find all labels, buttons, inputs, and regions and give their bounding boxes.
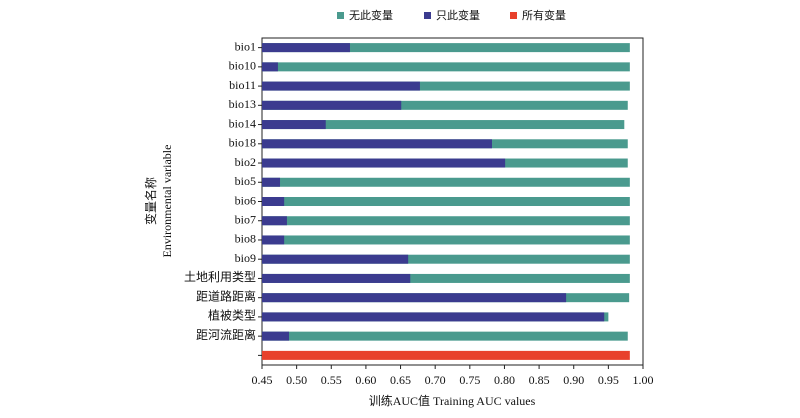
legend-swatch	[337, 12, 344, 19]
y-tick-label: 土地利用类型	[184, 270, 256, 284]
x-tick-label: 1.00	[633, 373, 654, 387]
bar	[262, 177, 630, 187]
bar	[262, 62, 278, 72]
bar	[262, 273, 630, 283]
x-tick-label: 0.75	[459, 373, 480, 387]
x-tick-label: 0.70	[425, 373, 446, 387]
bar	[262, 331, 290, 341]
x-tick-label: 0.60	[355, 373, 376, 387]
x-axis-label: 训练AUC值 Training AUC values	[369, 393, 536, 408]
bar	[262, 331, 628, 341]
bar	[262, 254, 630, 264]
y-tick-label: bio2	[235, 155, 256, 169]
y-tick-label: bio18	[229, 136, 256, 150]
bar	[262, 293, 567, 303]
y-tick-label: bio8	[235, 232, 256, 246]
x-tick-label: 0.55	[321, 373, 342, 387]
y-tick-label: 距河流距离	[196, 327, 256, 342]
bar	[262, 273, 411, 283]
bar	[262, 216, 287, 226]
bar	[262, 62, 630, 72]
x-tick-label: 0.65	[390, 373, 411, 387]
bar	[262, 43, 630, 53]
y-tick-label: bio5	[235, 174, 256, 188]
bar	[262, 254, 409, 264]
bar	[262, 100, 402, 110]
bar	[262, 235, 285, 245]
y-axis-label: 变量名称	[143, 177, 158, 225]
bar	[262, 350, 630, 360]
bar	[262, 177, 281, 187]
y-tick-label: bio14	[229, 116, 256, 130]
x-tick-label: 0.50	[286, 373, 307, 387]
bar	[262, 120, 326, 130]
bar	[262, 235, 630, 245]
bar	[262, 158, 506, 168]
bar	[262, 139, 492, 149]
x-tick-label: 0.80	[494, 373, 515, 387]
legend-swatch	[510, 12, 517, 19]
bar	[262, 120, 625, 130]
y-tick-label: 植被类型	[208, 308, 256, 323]
y-tick-label: bio1	[235, 39, 256, 53]
y-tick-label: bio11	[229, 78, 256, 92]
legend-label: 只此变量	[436, 8, 480, 22]
bar	[262, 216, 630, 226]
bar	[262, 81, 420, 91]
bar	[262, 197, 285, 206]
bar	[262, 81, 630, 91]
legend-swatch	[424, 12, 431, 19]
bar	[262, 312, 605, 322]
y-tick-label: 距道路距离	[196, 288, 256, 303]
x-tick-label: 0.90	[563, 373, 584, 387]
x-tick-label: 0.45	[252, 373, 273, 387]
y-tick-label: bio6	[235, 193, 256, 207]
x-tick-label: 0.85	[529, 373, 550, 387]
bar	[262, 100, 628, 110]
y-tick-label: bio13	[229, 97, 256, 111]
bar	[262, 43, 350, 53]
y-tick-label: bio7	[235, 212, 256, 226]
y-tick-label: bio10	[229, 59, 256, 73]
y-axis-label: Environmental variable	[160, 145, 174, 258]
bar	[262, 197, 630, 206]
legend-label: 无此变量	[349, 8, 393, 22]
y-tick-label: bio9	[235, 251, 256, 265]
legend-label: 所有变量	[522, 8, 566, 22]
x-tick-label: 0.95	[598, 373, 619, 387]
